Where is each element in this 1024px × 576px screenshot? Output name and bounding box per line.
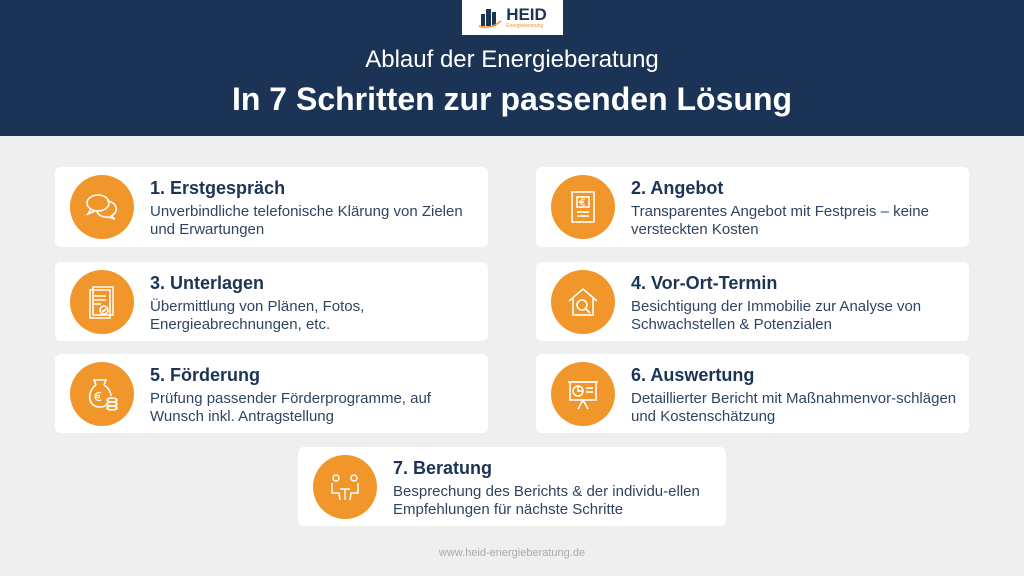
step-card-6: 6. Auswertung Detaillierter Bericht mit … <box>536 354 969 433</box>
step-description: Prüfung passender Förderprogramme, auf W… <box>150 390 431 425</box>
step-card-7: 7. Beratung Besprechung des Berichts & d… <box>298 447 726 526</box>
euro-document-icon <box>551 175 615 239</box>
step-description: Unverbindliche telefonische Klärung von … <box>150 203 463 238</box>
step-title: 3. Unterlagen <box>150 273 265 293</box>
logo-name: HEID <box>506 5 547 24</box>
page-title: In 7 Schritten zur passenden Lösung <box>231 81 793 117</box>
step-title: 7. Beratung <box>393 458 493 478</box>
logo: HEID Energieberatung <box>462 0 563 35</box>
step-title: 1. Erstgespräch <box>150 178 286 198</box>
house-search-icon <box>551 270 615 334</box>
step-title: 6. Auswertung <box>631 365 755 385</box>
header: HEID Energieberatung Ablauf der Energiebe… <box>0 0 1024 136</box>
page-subtitle: Ablauf der Energieberatung <box>365 46 659 73</box>
step-title: 4. Vor-Ort-Termin <box>631 273 778 293</box>
step-card-3: 3. Unterlagen Übermittlung von Plänen, F… <box>55 262 488 341</box>
step-description: Transparentes Angebot mit Festpreis – ke… <box>631 203 929 238</box>
building-logo-icon <box>478 8 502 28</box>
step-card-5: 5. Förderung Prüfung passender Förderpro… <box>55 354 488 433</box>
documents-icon <box>70 270 134 334</box>
money-bag-icon <box>70 362 134 426</box>
chat-bubbles-icon <box>70 175 134 239</box>
step-title: 2. Angebot <box>631 178 724 198</box>
step-description: Übermittlung von Plänen, Fotos, Energiea… <box>150 298 365 333</box>
presentation-chart-icon <box>551 362 615 426</box>
step-title: 5. Förderung <box>150 365 261 385</box>
logo-tagline: Energieberatung <box>506 23 544 29</box>
step-card-1: 1. Erstgespräch Unverbindliche telefonis… <box>55 167 488 247</box>
consultation-icon <box>313 455 377 519</box>
step-card-2: 2. Angebot Transparentes Angebot mit Fes… <box>536 167 969 247</box>
step-description: Detaillierter Bericht mit Maßnahmenvor-s… <box>631 390 957 425</box>
step-description: Besprechung des Berichts & der individu-… <box>393 483 700 518</box>
step-card-4: 4. Vor-Ort-Termin Besichtigung der Immob… <box>536 262 969 341</box>
website-url: www.heid-energieberatung.de <box>438 547 586 559</box>
step-description: Besichtigung der Immobilie zur Analyse v… <box>631 298 922 333</box>
